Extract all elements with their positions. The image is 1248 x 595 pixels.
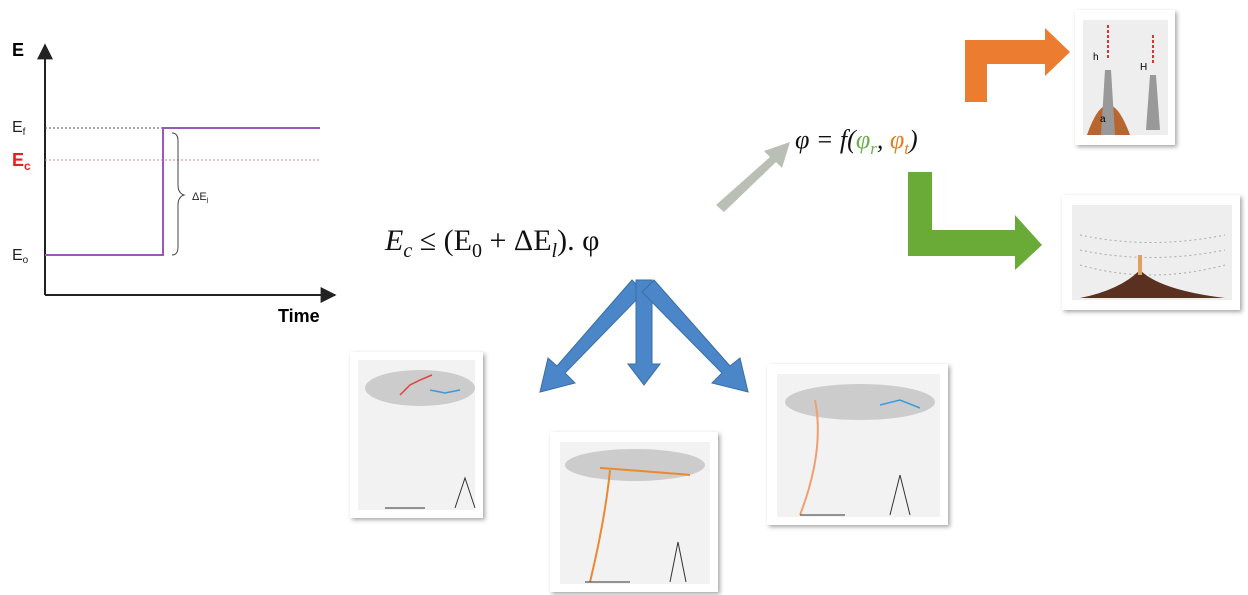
orange-arrow: [965, 28, 1070, 102]
gray-arrow: [716, 142, 790, 212]
field-thumbnail: [1062, 195, 1240, 310]
main-formula: Ec ≤ (E0 + ΔEl). φ: [384, 224, 599, 262]
lightning-thumbnail: [350, 352, 483, 518]
brace: [171, 132, 186, 256]
level-label: Eo: [12, 247, 29, 266]
level-label: Ec: [12, 150, 31, 173]
y-axis-label: E: [12, 40, 24, 60]
energy-line: [45, 127, 320, 256]
blue-arrows: [539, 279, 749, 393]
tower-thumbnail: h H a: [1075, 10, 1175, 145]
energy-plot: E Time Ef Ec Eo ΔEl: [12, 40, 337, 326]
lightning-thumbnail: [550, 432, 718, 592]
thumb-label: H: [1140, 62, 1147, 73]
level-label: Ef: [12, 119, 26, 138]
thumb-label: h: [1093, 52, 1099, 63]
green-arrow: [908, 172, 1042, 270]
lightning-thumbnail: [767, 364, 948, 525]
factor-formula: φ = f(φr, φt): [795, 125, 918, 158]
x-axis-label: Time: [278, 306, 320, 326]
thumb-label: a: [1100, 114, 1106, 125]
delta-label: ΔEl: [192, 191, 209, 205]
